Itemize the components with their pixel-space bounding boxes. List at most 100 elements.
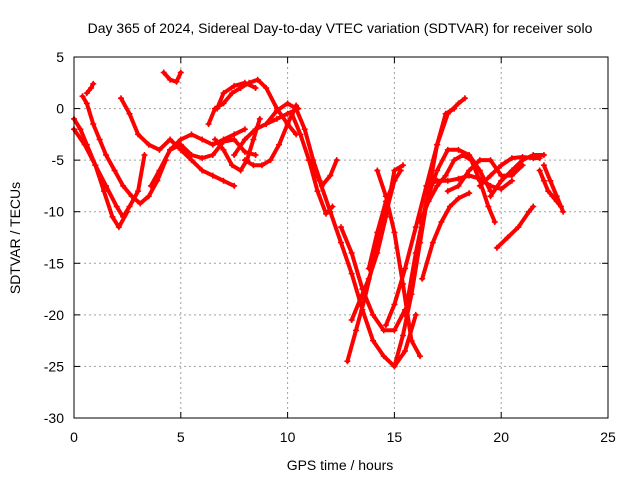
data-point-marker (167, 146, 174, 153)
data-point-marker (391, 327, 398, 334)
data-point-marker (498, 186, 505, 193)
data-point-marker (135, 188, 142, 195)
data-point-marker (297, 131, 304, 138)
data-point-marker (508, 155, 515, 162)
data-point-marker (402, 265, 409, 272)
data-point-marker (417, 353, 424, 360)
data-point-marker (382, 193, 389, 200)
data-point-marker (540, 162, 547, 169)
data-point-marker (301, 126, 308, 133)
data-point-marker (220, 177, 227, 184)
data-point-marker (485, 203, 492, 210)
data-point-marker (380, 353, 387, 360)
x-tick-label: 20 (493, 429, 509, 445)
data-point-marker (498, 177, 505, 184)
data-point-marker (476, 157, 483, 164)
data-point-marker (177, 141, 184, 148)
data-point-marker (530, 151, 537, 158)
data-point-marker (455, 100, 462, 107)
data-point-marker (476, 167, 483, 174)
data-point-marker (231, 131, 238, 138)
data-point-marker (365, 275, 372, 282)
x-tick-label: 5 (177, 429, 185, 445)
data-point-marker (241, 148, 248, 155)
y-axis-label: SDTVAR / TECUs (7, 182, 23, 294)
data-point-marker (167, 76, 174, 83)
data-point-marker (126, 203, 133, 210)
data-point-marker (560, 208, 567, 215)
data-point-marker (338, 224, 344, 231)
data-point-marker (229, 162, 236, 169)
data-point-marker (374, 167, 381, 174)
data-point-marker (391, 363, 398, 370)
data-point-marker (252, 151, 259, 158)
y-tick-label: -30 (44, 410, 64, 426)
data-point-marker (530, 203, 537, 210)
data-point-marker (429, 239, 436, 246)
series-line-s3 (80, 94, 168, 206)
data-point-marker (156, 167, 163, 174)
data-point-marker (333, 157, 340, 164)
data-point-marker (160, 69, 167, 76)
series-markers-s28 (444, 157, 526, 195)
data-point-marker (173, 78, 180, 85)
data-point-marker (267, 157, 274, 164)
data-point-marker (323, 210, 330, 217)
data-point-marker (504, 234, 511, 241)
data-point-marker (231, 151, 238, 158)
data-point-marker (338, 239, 344, 246)
series-markers-s19 (348, 162, 406, 324)
data-point-marker (491, 219, 498, 226)
data-point-marker (417, 219, 424, 226)
data-point-marker (137, 200, 144, 207)
data-point-marker (348, 270, 355, 277)
data-point-marker (487, 193, 494, 200)
data-point-marker (141, 151, 148, 158)
data-point-marker (380, 327, 387, 334)
data-point-marker (205, 121, 212, 128)
data-point-marker (444, 177, 451, 184)
data-point-marker (434, 177, 441, 184)
data-point-marker (487, 157, 494, 164)
data-point-marker (209, 172, 216, 179)
data-point-marker (545, 188, 552, 195)
data-point-marker (357, 296, 364, 303)
data-point-marker (540, 177, 547, 184)
x-tick-label: 25 (600, 429, 616, 445)
data-point-marker (519, 157, 526, 164)
data-point-marker (211, 136, 218, 143)
data-point-marker (434, 167, 441, 174)
x-tick-label: 0 (70, 429, 78, 445)
data-point-marker (288, 110, 295, 117)
data-point-marker (476, 175, 483, 182)
data-point-marker (547, 177, 554, 184)
data-point-marker (241, 126, 248, 133)
data-point-marker (316, 177, 323, 184)
chart-title: Day 365 of 2024, Sidereal Day-to-day VTE… (88, 20, 593, 36)
data-point-marker (540, 151, 547, 158)
data-point-marker (92, 162, 99, 169)
x-tick-label: 10 (280, 429, 296, 445)
data-point-marker (237, 167, 244, 174)
data-point-marker (348, 317, 355, 324)
data-point-marker (111, 167, 118, 174)
ticks: 0 5 10 15 20 25 5 0 -5 -10 -15 -20 -25 -30 (44, 49, 616, 445)
data-point-marker (425, 198, 432, 205)
data-point-marker (254, 76, 261, 83)
y-tick-label: 5 (56, 49, 64, 65)
data-point-marker (250, 162, 257, 169)
data-point-marker (402, 347, 409, 354)
data-point-marker (83, 141, 90, 148)
data-point-marker (100, 188, 107, 195)
data-point-marker (455, 146, 462, 153)
data-point-marker (461, 95, 468, 102)
data-point-marker (370, 337, 377, 344)
data-point-marker (120, 182, 127, 189)
series-markers-s8 (160, 69, 184, 85)
series-line-s2 (72, 116, 130, 230)
data-point-marker (419, 275, 426, 282)
data-point-marker (344, 358, 351, 365)
data-point-marker (90, 80, 97, 87)
data-point-marker (434, 141, 441, 148)
